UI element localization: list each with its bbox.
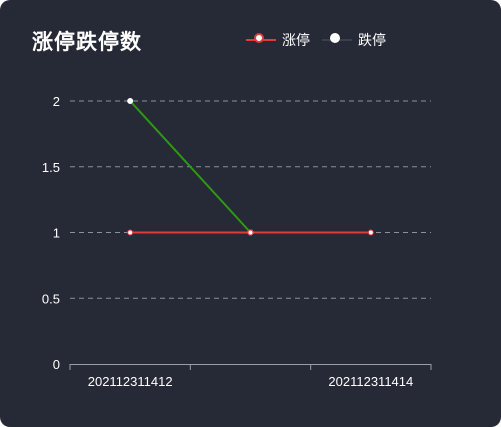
x-tick-label: 202112311412 (88, 374, 173, 389)
y-tick-label: 1.5 (42, 160, 60, 175)
series-line-limit-down (129, 100, 252, 234)
x-tick-label: 202112311414 (328, 374, 413, 389)
data-point (127, 98, 134, 104)
data-point (367, 229, 374, 236)
chart-legend: 涨停 跌停 (246, 30, 386, 50)
legend-item-limit-up[interactable]: 涨停 (246, 30, 310, 50)
legend-label: 跌停 (358, 32, 386, 48)
legend-marker-icon (322, 33, 352, 47)
data-point (127, 229, 134, 236)
legend-item-limit-down[interactable]: 跌停 (322, 30, 386, 50)
legend-label: 涨停 (282, 32, 310, 48)
y-tick-label: 0.5 (42, 291, 60, 306)
data-point (247, 229, 254, 236)
legend-marker-icon (246, 33, 276, 47)
y-tick-label: 1 (53, 226, 60, 241)
chart-title: 涨停跌停数 (32, 31, 142, 54)
y-tick-label: 2 (53, 94, 60, 109)
y-tick-label: 0 (53, 357, 60, 372)
